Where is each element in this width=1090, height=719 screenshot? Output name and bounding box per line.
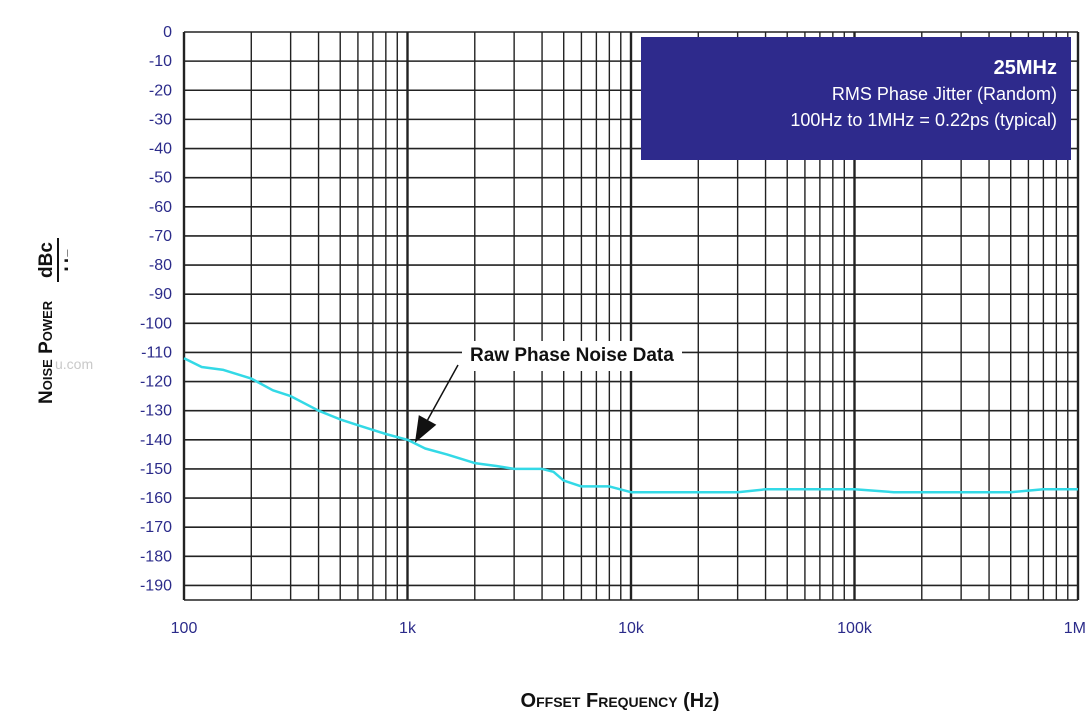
y-tick-label-3: -30 [149,111,172,128]
y-tick-label-15: -150 [140,461,172,478]
info-box-title: 25MHz [993,57,1057,79]
x-tick-label-0: 100 [171,620,198,637]
series-layer [183,357,1078,494]
y-tick-label-7: -70 [149,228,172,245]
y-axis-label-unit-denominator: Hz [62,248,68,271]
y-tick-label-12: -120 [140,374,172,391]
y-axis-label-unit-numerator: dBc [36,242,57,278]
annotation-label: Raw Phase Noise Data [462,341,682,371]
x-tick-labels: 100 1k 10k 100k 1M [171,620,1086,637]
y-tick-label-4: -40 [149,141,172,158]
y-tick-label-19: -190 [140,577,172,594]
y-tick-label-6: -60 [149,199,172,216]
y-tick-label-13: -130 [140,403,172,420]
y-axis-label: Noise Power dBc Hz [18,200,83,450]
x-tick-label-4: 1M [1064,620,1086,637]
info-box: 25MHz RMS Phase Jitter (Random) 100Hz to… [641,37,1071,160]
x-axis-label: Offset Frequency (Hz) [520,690,720,712]
annotation-arrow [414,364,459,443]
y-tick-labels: 0 -10 -20 -30 -40 -50 -60 -70 -80 -90 -100 -110 -120… [140,24,172,594]
info-box-line-2: 100Hz to 1MHz = 0.22ps (typical) [790,110,1057,130]
series-line-0 [183,357,1078,494]
y-tick-label-8: -80 [149,257,172,274]
x-tick-label-2: 10k [618,620,645,637]
y-tick-label-5: -50 [149,170,172,187]
info-box-line-1: RMS Phase Jitter (Random) [831,84,1057,104]
y-tick-label-14: -140 [140,432,172,449]
y-tick-label-18: -180 [140,548,172,565]
y-tick-label-10: -100 [140,315,172,332]
arrow-head [414,415,437,443]
y-tick-label-16: -160 [140,490,172,507]
grid-lines [182,31,1080,601]
x-tick-label-3: 100k [837,620,873,637]
watermark: u.com [55,356,94,372]
y-axis-label-main: Noise Power [36,300,57,404]
y-tick-label-2: -20 [149,82,172,99]
y-tick-label-17: -170 [140,519,172,536]
y-tick-label-1: -10 [149,53,172,70]
y-tick-label-9: -90 [149,286,172,303]
arrow-shaft [426,364,459,421]
y-axis-label-svg: Noise Power dBc Hz [36,238,83,404]
y-tick-label-11: -110 [141,344,172,361]
y-tick-label-0: 0 [163,24,172,41]
x-tick-label-1: 1k [399,620,417,637]
